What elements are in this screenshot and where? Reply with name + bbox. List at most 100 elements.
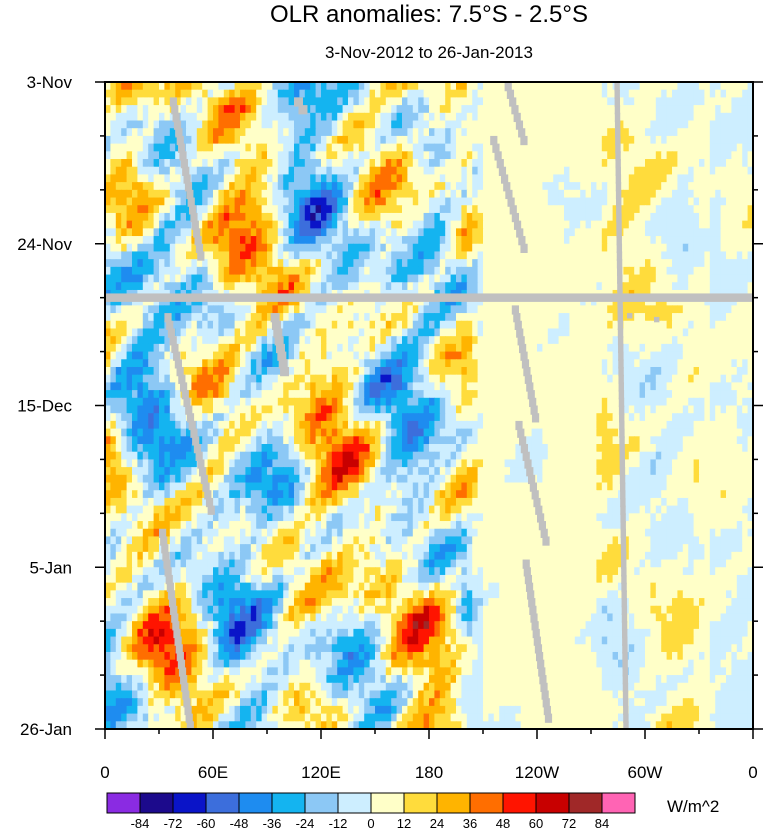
heatmap-cell bbox=[742, 336, 749, 345]
heatmap-cell bbox=[510, 366, 516, 376]
heatmap-cell bbox=[461, 343, 468, 353]
heatmap-cell bbox=[229, 105, 236, 114]
heatmap-cell bbox=[229, 397, 236, 407]
heatmap-cell bbox=[574, 228, 581, 237]
heatmap-cell bbox=[218, 174, 225, 183]
heatmap-cell bbox=[105, 97, 111, 106]
heatmap-cell bbox=[726, 97, 732, 106]
heatmap-cell bbox=[439, 359, 446, 368]
heatmap-cell bbox=[688, 228, 695, 237]
heatmap-cell bbox=[391, 382, 398, 391]
heatmap-cell bbox=[191, 382, 198, 391]
heatmap-cell bbox=[321, 112, 327, 122]
heatmap-cell bbox=[191, 305, 198, 314]
heatmap-cell bbox=[488, 220, 495, 229]
heatmap-cell bbox=[655, 359, 662, 368]
heatmap-cell bbox=[466, 128, 473, 137]
heatmap-cell bbox=[574, 82, 581, 91]
heatmap-cell bbox=[434, 236, 441, 245]
heatmap-cell bbox=[402, 243, 408, 253]
heatmap-cell bbox=[526, 212, 533, 222]
heatmap-cell bbox=[250, 305, 257, 314]
heatmap-cell bbox=[207, 159, 214, 168]
heatmap-cell bbox=[639, 343, 646, 353]
heatmap-cell bbox=[682, 274, 689, 283]
heatmap-cell bbox=[353, 128, 360, 137]
heatmap-cell bbox=[148, 120, 155, 129]
heatmap-cell bbox=[542, 205, 549, 214]
heatmap-cell bbox=[601, 343, 608, 353]
heatmap-cell bbox=[699, 105, 705, 114]
heatmap-cell bbox=[515, 259, 522, 268]
heatmap-cell bbox=[726, 220, 732, 229]
heatmap-cell bbox=[699, 220, 705, 229]
heatmap-cell bbox=[267, 120, 273, 129]
heatmap-cell bbox=[650, 282, 657, 291]
heatmap-cell bbox=[375, 259, 381, 268]
heatmap-cell bbox=[337, 189, 344, 199]
heatmap-cell bbox=[655, 320, 662, 330]
heatmap-cell bbox=[742, 390, 749, 399]
heatmap-cell bbox=[493, 205, 500, 214]
heatmap-cell bbox=[504, 320, 511, 330]
heatmap-cell bbox=[299, 197, 306, 206]
heatmap-cell bbox=[342, 382, 349, 391]
heatmap-cell bbox=[358, 305, 365, 314]
heatmap-cell bbox=[655, 105, 662, 114]
heatmap-cell bbox=[272, 212, 279, 222]
heatmap-cell bbox=[537, 274, 543, 283]
heatmap-cell bbox=[547, 243, 554, 253]
heatmap-cell bbox=[445, 274, 452, 283]
heatmap-cell bbox=[466, 151, 473, 160]
heatmap-cell bbox=[418, 397, 425, 407]
heatmap-cell bbox=[558, 166, 565, 176]
heatmap-cell bbox=[634, 282, 641, 291]
heatmap-cell bbox=[682, 159, 689, 168]
heatmap-cell bbox=[169, 220, 176, 229]
heatmap-cell bbox=[450, 397, 457, 407]
heatmap-cell bbox=[612, 336, 619, 345]
heatmap-cell bbox=[283, 243, 290, 253]
heatmap-cell bbox=[207, 205, 214, 214]
heatmap-cell bbox=[472, 120, 479, 129]
heatmap-cell bbox=[704, 174, 711, 183]
heatmap-cell bbox=[175, 174, 182, 183]
heatmap-cell bbox=[726, 313, 732, 322]
heatmap-cell bbox=[380, 112, 387, 122]
heatmap-cell bbox=[218, 166, 225, 176]
heatmap-cell bbox=[672, 89, 678, 98]
heatmap-cell bbox=[736, 374, 743, 383]
heatmap-cell bbox=[202, 320, 209, 330]
heatmap-cell bbox=[688, 282, 695, 291]
heatmap-cell bbox=[639, 112, 646, 122]
heatmap-cell bbox=[358, 397, 365, 407]
heatmap-cell bbox=[607, 366, 614, 376]
heatmap-cell bbox=[418, 97, 425, 106]
heatmap-cell bbox=[456, 390, 462, 399]
heatmap-cell bbox=[294, 151, 300, 160]
heatmap-cell bbox=[283, 135, 290, 145]
heatmap-cell bbox=[623, 89, 630, 98]
heatmap-cell bbox=[580, 305, 587, 314]
heatmap-cell bbox=[639, 120, 646, 129]
heatmap-cell bbox=[504, 390, 511, 399]
heatmap-cell bbox=[115, 220, 122, 229]
heatmap-cell bbox=[261, 266, 268, 276]
heatmap-cell bbox=[601, 151, 608, 160]
heatmap-cell bbox=[159, 351, 165, 360]
heatmap-cell bbox=[375, 97, 381, 106]
heatmap-cell bbox=[574, 105, 581, 114]
heatmap-cell bbox=[418, 251, 425, 260]
heatmap-cell bbox=[715, 274, 722, 283]
heatmap-cell bbox=[423, 343, 430, 353]
heatmap-cell bbox=[596, 205, 603, 214]
heatmap-cell bbox=[418, 212, 425, 222]
heatmap-cell bbox=[645, 166, 651, 176]
heatmap-cell bbox=[110, 159, 117, 168]
heatmap-cell bbox=[223, 397, 230, 407]
heatmap-cell bbox=[682, 174, 689, 183]
heatmap-cell bbox=[348, 305, 354, 314]
heatmap-cell bbox=[396, 320, 403, 330]
heatmap-cell bbox=[250, 320, 257, 330]
heatmap-cell bbox=[207, 220, 214, 229]
